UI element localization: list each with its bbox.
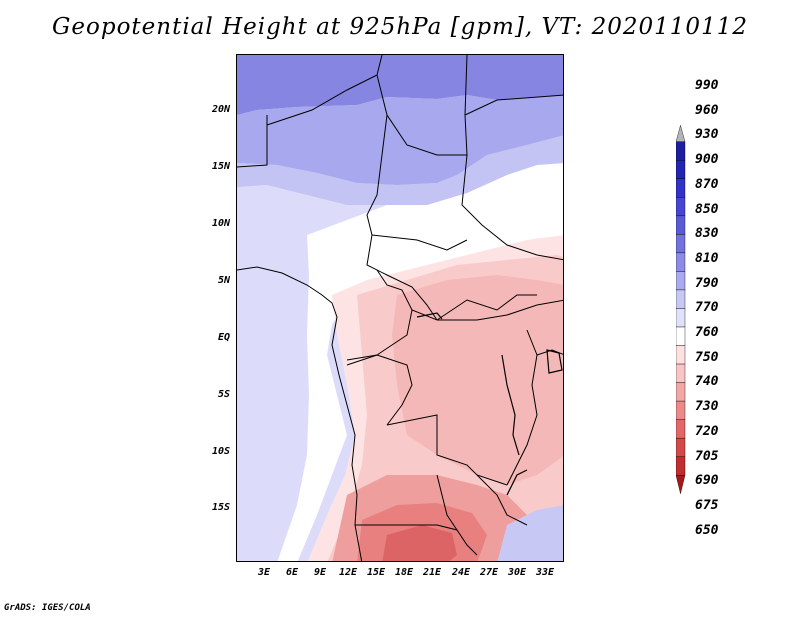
colorbar bbox=[676, 124, 686, 494]
lat-label-5n: 5N bbox=[217, 275, 230, 286]
colorbar-label-690: 690 bbox=[695, 473, 719, 489]
colorbar-label-760: 760 bbox=[695, 325, 719, 340]
colorbar-label-750: 750 bbox=[695, 349, 719, 365]
colorbar-label-740: 740 bbox=[695, 374, 719, 390]
colorbar-swatch-790 bbox=[676, 289, 686, 309]
chart-title: Geopotential Height at 925hPa [gpm], VT:… bbox=[52, 14, 748, 40]
colorbar-swatch-720 bbox=[676, 400, 686, 420]
geopotential-field bbox=[237, 55, 563, 561]
colorbar-swatch-730 bbox=[676, 382, 686, 402]
lon-label-9e: 9E bbox=[313, 567, 327, 578]
colorbar-swatch-990 bbox=[676, 141, 686, 161]
lon-label-3e: 3E bbox=[257, 567, 271, 578]
lon-label-15e: 15E bbox=[366, 567, 386, 578]
colorbar-label-850: 850 bbox=[695, 201, 719, 217]
colorbar-label-705: 705 bbox=[695, 448, 719, 464]
colorbar-label-870: 870 bbox=[695, 176, 719, 192]
grads-credit: GrADS: IGES/COLA bbox=[4, 603, 91, 613]
lat-label-10s: 10S bbox=[211, 446, 230, 457]
colorbar-swatch-750 bbox=[676, 345, 686, 365]
colorbar-label-720: 720 bbox=[695, 423, 719, 439]
colorbar-swatch-850 bbox=[676, 234, 686, 254]
map-panel bbox=[236, 54, 564, 562]
colorbar-swatch-810 bbox=[676, 271, 686, 291]
lon-label-21e: 21E bbox=[422, 567, 442, 578]
lon-label-27e: 27E bbox=[479, 567, 499, 578]
colorbar-label-790: 790 bbox=[695, 275, 719, 291]
lon-label-30e: 30E bbox=[507, 567, 527, 578]
colorbar-label-650: 650 bbox=[695, 522, 719, 538]
colorbar-label-810: 810 bbox=[695, 250, 719, 266]
colorbar-label-960: 960 bbox=[695, 102, 719, 118]
colorbar-swatch-870 bbox=[676, 215, 686, 235]
lat-label-5s: 5S bbox=[217, 389, 230, 400]
colorbar-swatch-760 bbox=[676, 326, 686, 346]
colorbar-label-830: 830 bbox=[695, 226, 719, 242]
colorbar-swatch-900 bbox=[676, 197, 686, 217]
colorbar-label-900: 900 bbox=[695, 152, 719, 168]
colorbar-label-730: 730 bbox=[695, 399, 719, 415]
colorbar-top-arrow bbox=[676, 124, 686, 142]
colorbar-label-675: 675 bbox=[695, 497, 719, 513]
lat-label-eq: EQ bbox=[217, 332, 230, 343]
colorbar-swatch-675 bbox=[676, 456, 686, 476]
colorbar-label-770: 770 bbox=[695, 300, 719, 316]
colorbar-swatch-690 bbox=[676, 437, 686, 457]
lat-label-15n: 15N bbox=[211, 161, 230, 172]
colorbar-swatch-960 bbox=[676, 160, 686, 179]
colorbar-swatch-830 bbox=[676, 252, 686, 272]
lon-label-24e: 24E bbox=[451, 567, 471, 578]
colorbar-swatch-740 bbox=[676, 363, 686, 383]
lat-label-15s: 15S bbox=[211, 502, 230, 513]
colorbar-label-990: 990 bbox=[695, 78, 719, 93]
colorbar-swatch-770 bbox=[676, 308, 686, 328]
lon-label-12e: 12E bbox=[338, 567, 358, 578]
colorbar-swatch-705 bbox=[676, 419, 686, 439]
lat-label-20n: 20N bbox=[211, 104, 230, 115]
lon-label-6e: 6E bbox=[285, 567, 299, 578]
colorbar-label-930: 930 bbox=[695, 127, 719, 143]
lon-label-18e: 18E bbox=[394, 567, 414, 578]
colorbar-swatch-930 bbox=[676, 178, 686, 198]
colorbar-swatch-650 bbox=[676, 475, 686, 494]
lat-label-10n: 10N bbox=[211, 218, 230, 229]
lon-label-33e: 33E bbox=[535, 567, 555, 578]
